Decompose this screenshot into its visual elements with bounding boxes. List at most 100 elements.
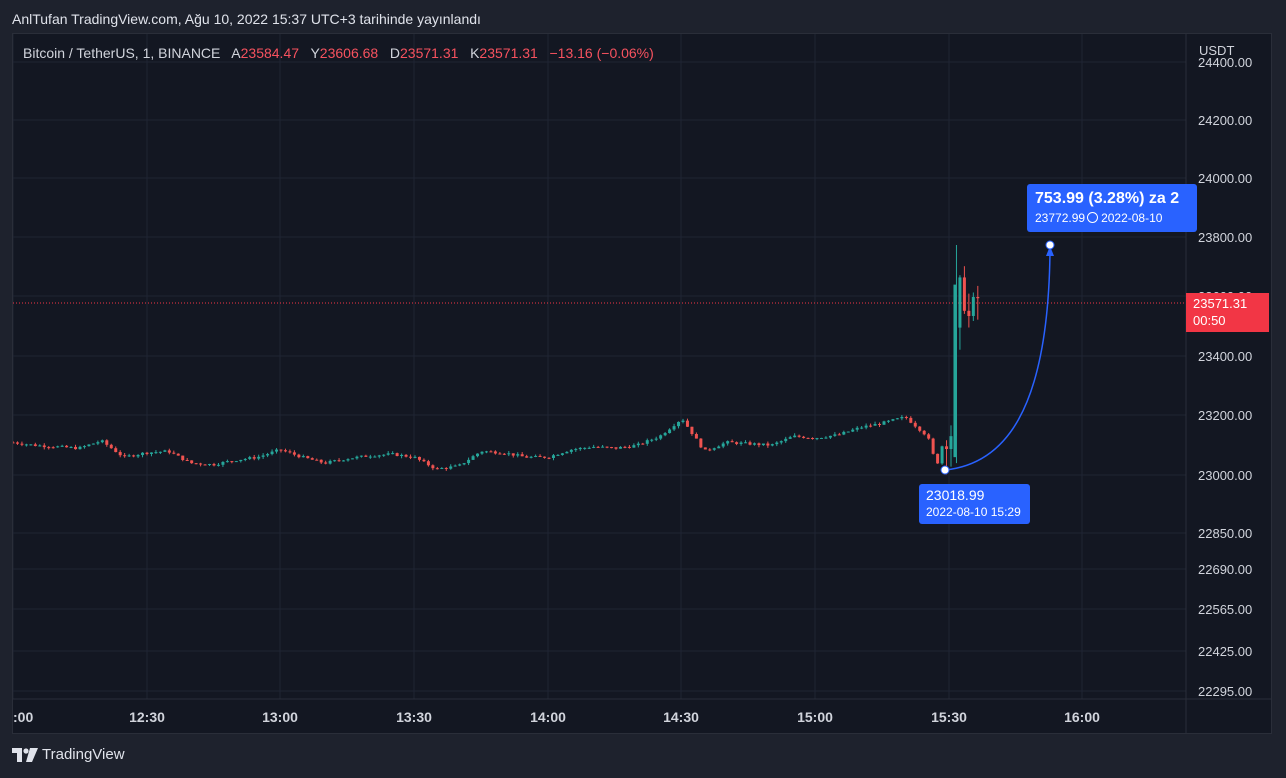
candle-body	[484, 451, 488, 453]
candle-body	[328, 460, 332, 464]
candle-body	[252, 457, 256, 459]
candle-body	[694, 434, 698, 439]
candle-body	[869, 425, 873, 427]
high-value: 23606.68	[319, 45, 379, 61]
candle-body	[145, 452, 149, 454]
candle-body	[221, 461, 225, 465]
price-tick-label: 23200.00	[1198, 408, 1252, 423]
candle-body	[297, 454, 301, 458]
candle-body	[216, 464, 220, 466]
candle-body	[359, 455, 363, 457]
candle-body	[275, 449, 279, 452]
candle-body	[641, 443, 645, 445]
candle-body	[288, 451, 292, 453]
measure-start-time: 2022-08-10 15:29	[926, 505, 1021, 519]
candle-body	[248, 457, 252, 459]
candle-body	[364, 455, 368, 457]
candle-body	[149, 452, 153, 454]
candle-body	[971, 296, 975, 316]
candle-body	[29, 444, 33, 446]
high-label: Y	[310, 45, 320, 61]
tradingview-logo[interactable]: TradingView	[12, 746, 125, 763]
grid	[13, 34, 1271, 733]
candle-body	[154, 452, 158, 454]
chart-canvas[interactable]: 24400.0024200.0024000.0023800.0023600.00…	[13, 34, 1271, 733]
candle-body	[752, 443, 756, 445]
candle-body	[685, 420, 689, 427]
candle-body	[520, 454, 524, 457]
price-tick-label: 24400.00	[1198, 55, 1252, 70]
time-tick-label: 13:00	[262, 709, 298, 725]
candle-body	[319, 459, 323, 463]
measure-start-label[interactable]: 23018.99 2022-08-10 15:29	[919, 484, 1030, 524]
candle-body	[65, 445, 69, 448]
price-tick-label: 23800.00	[1198, 230, 1252, 245]
candle-body	[386, 453, 390, 455]
candle-body	[735, 442, 739, 444]
price-axis-labels: 24400.0024200.0024000.0023800.0023600.00…	[1198, 55, 1252, 699]
candle-body	[114, 448, 118, 453]
candle-body	[592, 446, 596, 448]
candle-body	[891, 419, 895, 421]
candle-body	[721, 443, 725, 447]
candle-body	[476, 453, 480, 457]
candle-body	[74, 446, 78, 450]
candle-body	[587, 447, 591, 449]
candle-body	[556, 454, 560, 456]
candle-body	[610, 447, 614, 449]
measure-end-price: 23772.99	[1035, 211, 1086, 225]
candle-body	[127, 455, 131, 457]
candle-body	[163, 450, 167, 452]
candle-body	[404, 454, 408, 457]
chart-frame[interactable]: 24400.0024200.0024000.0023800.0023600.00…	[12, 33, 1272, 734]
candle-body	[873, 423, 877, 426]
candle-body	[261, 455, 265, 457]
candle-body	[802, 436, 806, 438]
candle-body	[538, 455, 542, 457]
candle-body	[882, 421, 886, 425]
candle-body	[467, 459, 471, 464]
currency-label[interactable]: USDT	[1199, 43, 1235, 58]
candle-body	[203, 464, 207, 466]
candle-body	[886, 420, 890, 422]
candle-body	[578, 447, 582, 450]
candle-body	[158, 451, 162, 453]
candle-body	[440, 468, 444, 470]
candle-body	[511, 453, 515, 456]
candle-body	[936, 453, 940, 464]
candle-body	[185, 459, 189, 461]
candle-body	[913, 422, 917, 427]
candle-body	[208, 464, 212, 466]
candle-body	[462, 463, 466, 465]
candle-body	[172, 452, 176, 454]
candle-body	[529, 456, 533, 458]
measure-end-label[interactable]: 753.99 (3.28%) za 2 23772.99 2022-08-10	[1027, 184, 1197, 232]
candle-body	[283, 450, 287, 452]
time-tick-label: 15:30	[931, 709, 967, 725]
candle-body	[333, 460, 337, 462]
measure-change-title: 753.99 (3.28%) za 2	[1035, 190, 1180, 207]
candle-body	[659, 435, 663, 439]
candle-body	[324, 462, 328, 464]
candle-body	[123, 455, 127, 457]
candle-body	[373, 456, 377, 458]
candle-body	[900, 416, 904, 419]
candle-body	[569, 449, 573, 452]
candle-body	[42, 445, 46, 448]
candle-body	[779, 441, 783, 443]
candle-body	[444, 468, 448, 470]
clock-icon	[1087, 212, 1099, 223]
candle-body	[940, 446, 944, 464]
candle-body	[190, 460, 194, 464]
candle-body	[860, 427, 864, 429]
candle-body	[400, 454, 404, 457]
candle-body	[636, 443, 640, 446]
candle-body	[618, 446, 622, 449]
candle-body	[292, 452, 296, 455]
symbol-name[interactable]: Bitcoin / TetherUS, 1, BINANCE	[23, 45, 221, 61]
candle-body	[677, 421, 681, 427]
candle-body	[712, 448, 716, 450]
candle-body	[96, 442, 100, 444]
candle-body	[199, 463, 203, 465]
symbol-legend: Bitcoin / TetherUS, 1, BINANCE A23584.47…	[23, 45, 654, 61]
